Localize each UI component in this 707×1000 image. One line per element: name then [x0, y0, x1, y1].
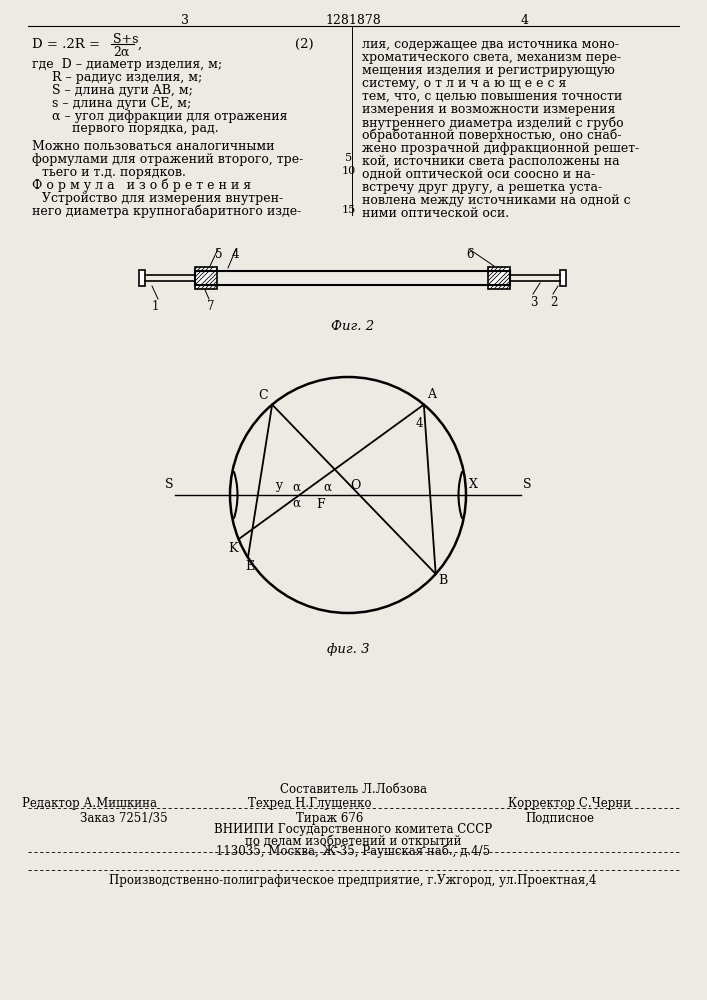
- Text: по делам изобретений и открытий: по делам изобретений и открытий: [245, 834, 461, 848]
- Text: Подписное: Подписное: [525, 812, 595, 825]
- Text: A: A: [427, 388, 436, 401]
- Text: Устройство для измерения внутрен-: Устройство для измерения внутрен-: [42, 192, 283, 205]
- Text: s – длина дуги CE, м;: s – длина дуги CE, м;: [32, 97, 192, 110]
- Text: ними оптической оси.: ними оптической оси.: [362, 207, 509, 220]
- Bar: [560, 270, 566, 286]
- Text: 15: 15: [342, 205, 356, 215]
- Text: измерения и возможности измерения: измерения и возможности измерения: [362, 103, 615, 116]
- Text: Заказ 7251/35: Заказ 7251/35: [80, 812, 168, 825]
- Text: хроматического света, механизм пере-: хроматического света, механизм пере-: [362, 51, 621, 64]
- Text: 4: 4: [416, 417, 423, 430]
- Text: 4: 4: [232, 248, 240, 261]
- Text: K: K: [228, 542, 238, 555]
- Text: α – угол дифракции для отражения: α – угол дифракции для отражения: [32, 110, 288, 123]
- Text: где  D – диаметр изделия, м;: где D – диаметр изделия, м;: [32, 58, 222, 71]
- Text: Составитель Л.Лобзова: Составитель Л.Лобзова: [279, 783, 426, 796]
- Text: внутреннего диаметра изделий с грубо: внутреннего диаметра изделий с грубо: [362, 116, 624, 129]
- Text: 5: 5: [346, 153, 353, 163]
- Bar: [488, 267, 510, 289]
- Text: жено прозрачной дифракционной решет-: жено прозрачной дифракционной решет-: [362, 142, 639, 155]
- Text: S: S: [523, 478, 532, 491]
- Text: F: F: [317, 498, 325, 511]
- Text: (2): (2): [295, 38, 314, 51]
- Text: тем, что, с целью повышения точности: тем, что, с целью повышения точности: [362, 90, 622, 103]
- Text: него диаметра крупногабаритного изде-: него диаметра крупногабаритного изде-: [32, 205, 301, 219]
- Text: Корректор С.Черни: Корректор С.Черни: [508, 797, 631, 810]
- Text: систему, о т л и ч а ю щ е е с я: систему, о т л и ч а ю щ е е с я: [362, 77, 566, 90]
- Text: 3: 3: [181, 14, 189, 27]
- Text: одной оптической оси соосно и на-: одной оптической оси соосно и на-: [362, 168, 595, 181]
- Text: 1281878: 1281878: [325, 14, 381, 27]
- Text: Фиг. 2: Фиг. 2: [332, 320, 375, 333]
- Text: новлена между источниками на одной с: новлена между источниками на одной с: [362, 194, 631, 207]
- Text: 3: 3: [530, 296, 537, 309]
- Text: кой, источники света расположены на: кой, источники света расположены на: [362, 155, 619, 168]
- Text: лия, содержащее два источника моно-: лия, содержащее два источника моно-: [362, 38, 619, 51]
- Text: Редактор А.Мишкина: Редактор А.Мишкина: [23, 797, 158, 810]
- Text: ,: ,: [138, 38, 142, 51]
- Text: 10: 10: [342, 166, 356, 176]
- Text: тьего и т.д. порядков.: тьего и т.д. порядков.: [42, 166, 186, 179]
- Text: C: C: [258, 389, 268, 402]
- Text: Тираж 676: Тираж 676: [296, 812, 363, 825]
- Text: 6: 6: [466, 248, 474, 261]
- Text: E: E: [245, 560, 254, 573]
- Text: первого порядка, рад.: первого порядка, рад.: [32, 122, 218, 135]
- Text: формулами для отражений второго, тре-: формулами для отражений второго, тре-: [32, 153, 303, 166]
- Bar: [139, 270, 145, 286]
- Text: S+s: S+s: [113, 33, 139, 46]
- Text: 5: 5: [215, 248, 223, 261]
- Text: X: X: [469, 478, 478, 491]
- Text: Техред Н.Глущенко: Техред Н.Глущенко: [248, 797, 372, 810]
- Text: R – радиус изделия, м;: R – радиус изделия, м;: [32, 71, 202, 84]
- Text: 2α: 2α: [113, 46, 129, 59]
- Text: 4: 4: [521, 14, 529, 27]
- Text: α: α: [293, 497, 300, 510]
- Text: D = .2R =: D = .2R =: [32, 38, 100, 51]
- Text: встречу друг другу, а решетка уста-: встречу друг другу, а решетка уста-: [362, 181, 602, 194]
- Text: ВНИИПИ Государственного комитета СССР: ВНИИПИ Государственного комитета СССР: [214, 823, 492, 836]
- Text: O: O: [350, 479, 361, 492]
- Text: обработанной поверхностью, оно снаб-: обработанной поверхностью, оно снаб-: [362, 129, 621, 142]
- Bar: [195, 267, 217, 289]
- Text: мещения изделия и регистрирующую: мещения изделия и регистрирующую: [362, 64, 615, 77]
- Text: фиг. 3: фиг. 3: [327, 643, 369, 656]
- Text: 2: 2: [550, 296, 557, 309]
- Text: S – длина дуги AB, м;: S – длина дуги AB, м;: [32, 84, 193, 97]
- Text: y: y: [274, 479, 282, 492]
- Text: B: B: [438, 574, 448, 587]
- Text: Можно пользоваться аналогичными: Можно пользоваться аналогичными: [32, 140, 274, 153]
- Text: 1: 1: [152, 300, 159, 313]
- Text: Производственно-полиграфическое предприятие, г.Ужгород, ул.Проектная,4: Производственно-полиграфическое предприя…: [110, 874, 597, 887]
- Text: S: S: [165, 478, 173, 491]
- Text: 113035, Москва, Ж-35, Раушская наб., д.4/5: 113035, Москва, Ж-35, Раушская наб., д.4…: [216, 845, 490, 858]
- Text: Ф о р м у л а   и з о б р е т е н и я: Ф о р м у л а и з о б р е т е н и я: [32, 179, 251, 192]
- Text: α: α: [293, 481, 300, 494]
- Text: 7: 7: [207, 300, 214, 313]
- Text: α: α: [323, 481, 331, 494]
